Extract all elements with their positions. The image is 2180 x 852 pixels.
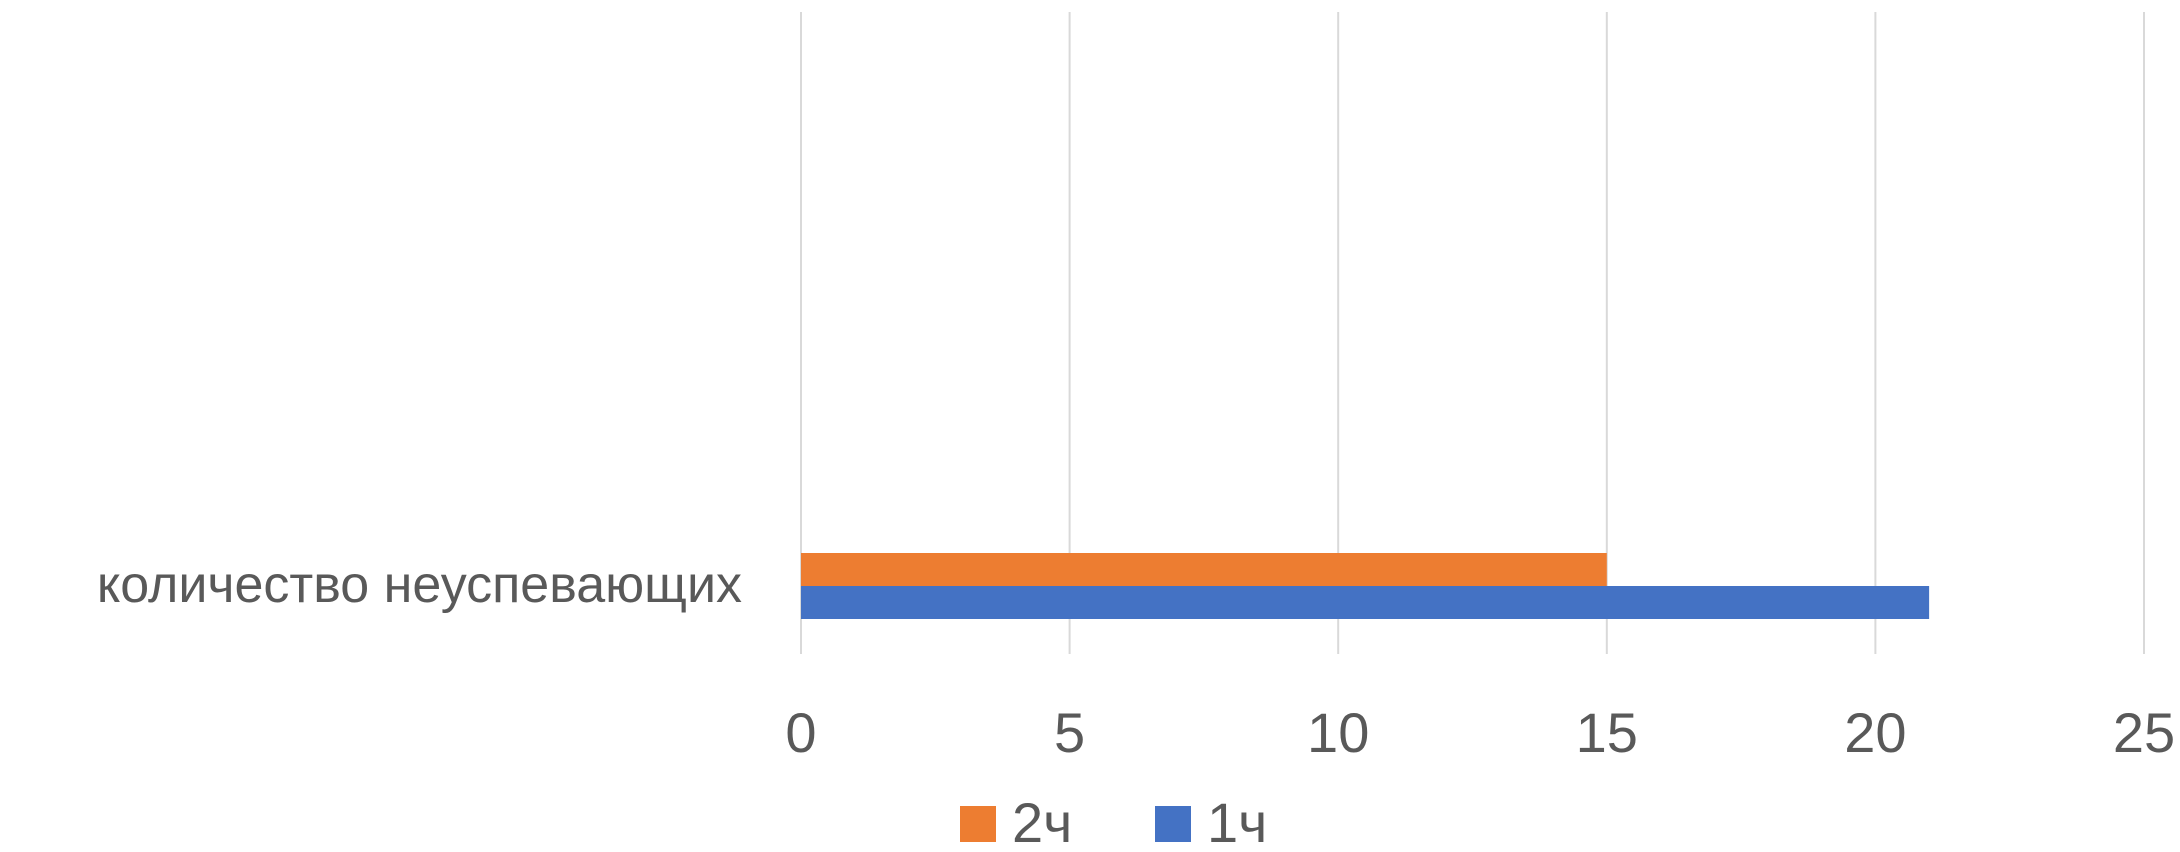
- x-tick-label: 25: [2113, 701, 2175, 764]
- legend-item-2ч: 2ч: [960, 791, 1072, 852]
- bar-1ч: [801, 586, 1930, 619]
- x-tick-label: 5: [1054, 701, 1085, 764]
- x-axis-ticks: 0 5 10 15 20 25: [785, 701, 2175, 764]
- legend: 2ч 1ч: [960, 791, 1267, 852]
- x-tick-label: 15: [1576, 701, 1638, 764]
- x-tick-label: 0: [785, 701, 816, 764]
- legend-swatch: [960, 806, 996, 842]
- legend-swatch: [1155, 806, 1191, 842]
- category-label: количество неуспевающих: [97, 556, 742, 614]
- gridlines: [800, 12, 2145, 654]
- x-tick-label: 10: [1307, 701, 1369, 764]
- legend-label: 1ч: [1207, 791, 1267, 847]
- bar-2ч: [801, 553, 1607, 586]
- bars: [801, 553, 1930, 619]
- x-tick-label: 20: [1844, 701, 1906, 764]
- category-labels: количество неуспевающих: [97, 556, 742, 614]
- legend-label: 2ч: [1012, 791, 1072, 847]
- legend-item-1ч: 1ч: [1155, 791, 1267, 852]
